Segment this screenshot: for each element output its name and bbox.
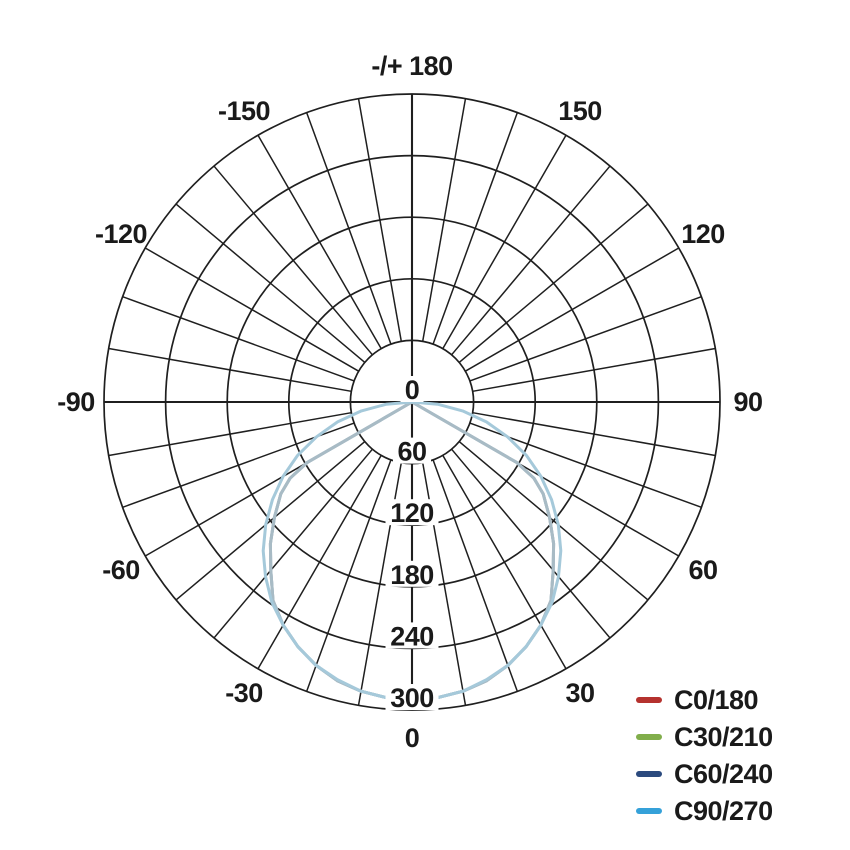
grid-spoke	[472, 347, 716, 393]
legend-label-c60-240: C60/240	[674, 758, 773, 789]
angle-tick-label--30: -30	[225, 678, 263, 708]
grid-spoke	[305, 459, 392, 692]
grid-spoke	[458, 441, 649, 601]
grid-spoke	[108, 347, 352, 393]
grid-spoke	[464, 247, 680, 372]
angle-tick-label--90: -90	[57, 387, 95, 417]
radial-tick-label-60: 60	[397, 437, 426, 467]
legend-item-c0-180: C0/180	[636, 686, 773, 714]
grid-spoke	[175, 203, 366, 363]
legend-swatch-c30-210	[636, 734, 662, 740]
grid-spoke	[305, 112, 392, 345]
legend-item-c90-270: C90/270	[636, 797, 773, 825]
grid-spoke	[442, 454, 567, 670]
grid-spoke	[432, 459, 519, 692]
grid-spoke	[421, 98, 467, 342]
radial-tick-label-180: 180	[390, 560, 434, 590]
grid-spoke	[257, 134, 382, 350]
angle-tick-label-0: 0	[405, 723, 420, 753]
grid-spoke	[432, 112, 519, 345]
radial-label-bg	[385, 684, 439, 710]
angle-tick-label-90: 90	[733, 387, 762, 417]
grid-spoke	[451, 448, 611, 639]
grid-spoke	[357, 98, 403, 342]
grid-spoke	[257, 454, 382, 670]
angle-tick-labels: 0 30 60 90 120 150 -/+ 180 -150 -120 -90 -60 -30	[57, 51, 763, 753]
angle-tick-label-120: 120	[681, 219, 725, 249]
grid-spoke	[108, 411, 352, 457]
grid-spoke	[175, 441, 366, 601]
legend-item-c60-240: C60/240	[636, 760, 773, 788]
angle-tick-label-150: 150	[558, 96, 602, 126]
angle-tick-label--120: -120	[95, 219, 147, 249]
legend-label-c0-180: C0/180	[674, 684, 759, 715]
angle-tick-label--60: -60	[102, 555, 140, 585]
radial-tick-label-240: 240	[390, 621, 434, 651]
grid-spoke	[469, 295, 702, 382]
grid-spoke	[458, 203, 649, 363]
grid-spoke	[144, 247, 360, 372]
radial-tick-labels: 0 60 120 180 240 300	[385, 375, 439, 713]
radial-tick-label-300: 300	[390, 683, 434, 713]
radial-tick-label-120: 120	[390, 498, 434, 528]
radial-label-bg	[393, 437, 431, 464]
angle-tick-label-60: 60	[688, 555, 717, 585]
grid-spoke	[442, 134, 567, 350]
grid-spoke	[472, 411, 716, 457]
legend-label-c30-210: C30/210	[674, 721, 773, 752]
radial-label-bg	[385, 622, 439, 649]
legend: C0/180 C30/210 C60/240 C90/270	[636, 686, 773, 825]
legend-item-c30-210: C30/210	[636, 723, 773, 751]
legend-swatch-c0-180	[636, 697, 662, 703]
legend-swatch-c90-270	[636, 808, 662, 814]
grid-spoke	[122, 295, 355, 382]
angle-tick-label-30: 30	[565, 678, 594, 708]
radial-label-bg	[385, 499, 439, 526]
grid-spoke	[213, 165, 373, 356]
radial-tick-label-0: 0	[405, 375, 420, 405]
angle-tick-label--150: -150	[218, 96, 270, 126]
grid-spoke	[213, 448, 373, 639]
grid-spoke	[451, 165, 611, 356]
legend-label-c90-270: C90/270	[674, 795, 773, 826]
radial-label-bg	[385, 560, 439, 587]
legend-swatch-c60-240	[636, 771, 662, 777]
angle-tick-label-180: -/+ 180	[371, 51, 452, 81]
radial-label-bg	[400, 376, 424, 402]
